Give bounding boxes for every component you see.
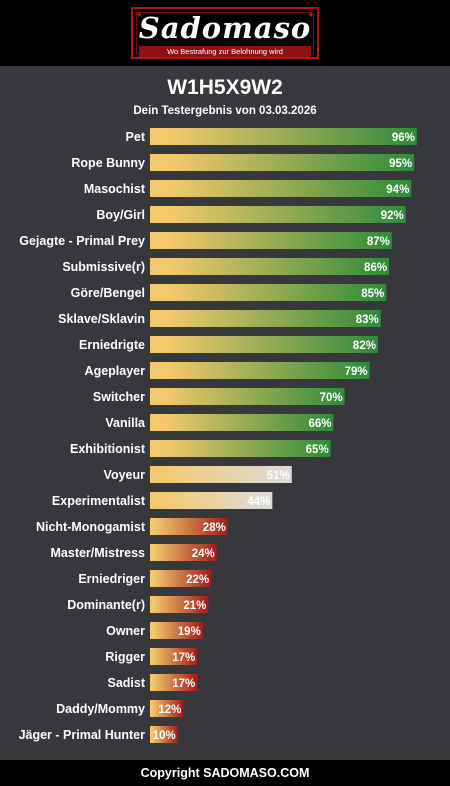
value-label: 92%	[381, 210, 404, 222]
header: ✦ ✦ Sadomaso Wo Bestrafung zur Belohnung…	[0, 0, 450, 66]
value-label: 83%	[356, 314, 379, 326]
value-label: 12%	[158, 704, 181, 716]
category-label: Göre/Bengel	[71, 286, 145, 300]
value-label: 85%	[361, 288, 384, 300]
category-label: Sadist	[107, 676, 145, 690]
value-label: 44%	[247, 496, 270, 508]
bar	[150, 492, 273, 509]
value-label: 17%	[172, 652, 195, 664]
bar	[150, 466, 292, 483]
bar	[150, 700, 184, 717]
category-label: Jäger - Primal Hunter	[19, 728, 146, 742]
value-label: 94%	[386, 184, 409, 196]
category-label: Voyeur	[104, 468, 146, 482]
category-label: Daddy/Mommy	[56, 702, 145, 716]
category-label: Submissive(r)	[62, 260, 145, 274]
category-label: Exhibitionist	[70, 442, 146, 456]
category-label: Sklave/Sklavin	[58, 312, 145, 326]
results-bar-chart: Pet 96% Rope Bunny 95% Masochist 94% Boy/Girl 9…	[19, 128, 417, 743]
value-label: 79%	[345, 366, 368, 378]
category-label: Owner	[106, 624, 145, 638]
value-label: 28%	[203, 522, 226, 534]
bar	[150, 726, 178, 743]
category-label: Experimentalist	[52, 494, 146, 508]
value-label: 10%	[153, 730, 176, 742]
value-label: 70%	[320, 392, 343, 404]
bar	[150, 232, 392, 249]
category-label: Vanilla	[105, 416, 146, 430]
category-label: Pet	[126, 130, 146, 144]
bar	[150, 362, 370, 379]
value-label: 65%	[306, 444, 329, 456]
ornament-icon: ✦	[307, 10, 315, 20]
bar	[150, 674, 198, 691]
bar	[150, 154, 415, 171]
category-label: Gejagte - Primal Prey	[19, 234, 145, 248]
bar	[150, 336, 378, 353]
category-label: Masochist	[84, 182, 146, 196]
value-label: 96%	[392, 132, 415, 144]
bar	[150, 596, 209, 613]
value-label: 19%	[178, 626, 201, 638]
value-label: 87%	[367, 236, 390, 248]
value-label: 21%	[183, 600, 206, 612]
result-date-subtitle: Dein Testergebnis von 03.03.2026	[133, 105, 317, 117]
category-label: Erniedrigte	[79, 338, 145, 352]
value-label: 51%	[267, 470, 290, 482]
value-label: 17%	[172, 678, 195, 690]
bar	[150, 648, 198, 665]
logo-tagline: Wo Bestrafung zur Belohnung wird	[139, 46, 311, 57]
category-label: Boy/Girl	[96, 208, 145, 222]
bar	[150, 310, 381, 327]
bar	[150, 180, 412, 197]
bar	[150, 518, 228, 535]
bar	[150, 544, 217, 561]
result-code-title: W1H5X9W2	[167, 76, 283, 99]
category-label: Ageplayer	[85, 364, 146, 378]
category-label: Master/Mistress	[51, 546, 146, 560]
sadomaso-logo[interactable]: ✦ ✦ Sadomaso Wo Bestrafung zur Belohnung…	[131, 7, 319, 59]
category-label: Rope Bunny	[71, 156, 145, 170]
bar	[150, 622, 203, 639]
bar	[150, 128, 417, 145]
value-label: 22%	[186, 574, 209, 586]
bar	[150, 414, 334, 431]
bar	[150, 570, 212, 587]
logo-wordmark: Sadomaso	[138, 11, 312, 45]
footer-copyright: Copyright SADOMASO.COM	[0, 760, 450, 786]
value-label: 82%	[353, 340, 376, 352]
category-label: Rigger	[105, 650, 145, 664]
value-label: 86%	[364, 262, 387, 274]
category-label: Nicht-Monogamist	[36, 520, 146, 534]
category-label: Switcher	[93, 390, 145, 404]
bar	[150, 440, 331, 457]
value-label: 24%	[192, 548, 215, 560]
value-label: 66%	[308, 418, 331, 430]
ornament-icon: ✦	[135, 10, 143, 20]
bar	[150, 284, 387, 301]
bar	[150, 206, 406, 223]
category-label: Dominante(r)	[67, 598, 145, 612]
category-label: Erniedriger	[78, 572, 145, 586]
bar	[150, 258, 390, 275]
bar	[150, 388, 345, 405]
value-label: 95%	[389, 158, 412, 170]
